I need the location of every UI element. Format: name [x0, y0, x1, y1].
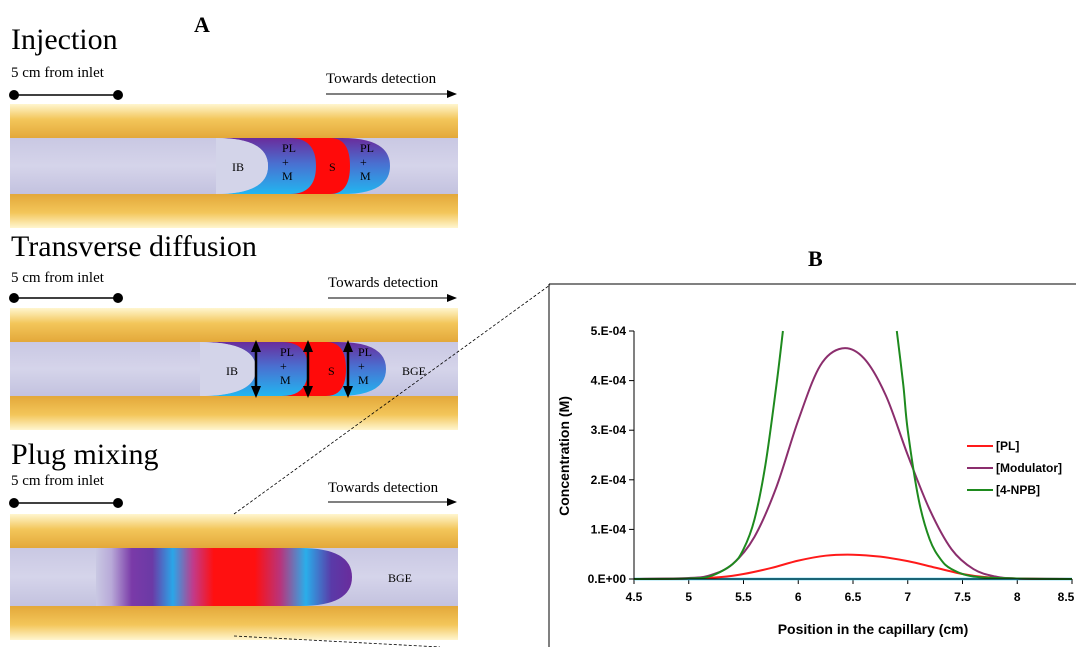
zone-label-pl-m-front: PL + M [358, 345, 372, 387]
ib-zone [200, 342, 256, 396]
distance-label: 5 cm from inlet [11, 270, 105, 286]
distance-marker [9, 90, 123, 100]
direction-label: Towards detection [328, 480, 439, 496]
y-axis-label: Concentration (M) [556, 396, 572, 516]
distance-marker [9, 293, 123, 303]
y-tick-label: 1.E-04 [591, 522, 627, 536]
x-tick-label: 7 [904, 590, 911, 604]
zone-label-bge: BGE [402, 364, 426, 378]
capillary-wall-bottom [10, 606, 458, 640]
stage-title: Injection [11, 23, 118, 56]
x-tick-label: 8 [1014, 590, 1021, 604]
legend-label: [4-NPB] [996, 483, 1040, 497]
legend-label: [Modulator] [996, 461, 1062, 475]
x-tick-label: 6 [795, 590, 802, 604]
series-line [895, 330, 1073, 580]
zone-label-pl-m: PL + M [282, 141, 296, 183]
zoom-connector-top [233, 284, 551, 515]
panel-a-label: A [194, 12, 210, 37]
x-tick-label: 6.5 [845, 590, 862, 604]
series-layer [633, 330, 1073, 581]
stage-title: Plug mixing [11, 438, 159, 471]
y-tick-label: 3.E-04 [591, 423, 627, 437]
stage-transverse-diffusion: Transverse diffusion 5 cm from inlet Tow… [9, 230, 458, 430]
zone-label-pl-m-front: PL + M [360, 141, 374, 183]
capillary-wall-top [10, 514, 458, 548]
ib-zone [216, 138, 268, 194]
capillary-wall-bottom [10, 194, 458, 228]
x-axis-ticks: 4.5 5 5.5 6 6.5 7 7.5 8 8.5 [626, 579, 1075, 604]
x-tick-label: 8.5 [1058, 590, 1075, 604]
x-tick-label: 4.5 [626, 590, 643, 604]
distance-label: 5 cm from inlet [11, 473, 105, 489]
sample-zone [290, 138, 350, 194]
zone-label-pl-m: PL + M [280, 345, 294, 387]
zone-label-bge: BGE [388, 571, 412, 585]
zone-label-ib: IB [226, 364, 238, 378]
capillary-wall-bottom [10, 396, 458, 430]
direction-label: Towards detection [326, 71, 437, 87]
zoom-connector-bottom [233, 635, 441, 647]
x-tick-label: 5.5 [735, 590, 752, 604]
concentration-chart: 0.E+00 1.E-04 2.E-04 3.E-04 4.E-04 5.E-04 4.5… [556, 324, 1075, 637]
stage-title: Transverse diffusion [11, 230, 257, 263]
mixed-plug-zone [96, 548, 352, 606]
distance-marker [9, 498, 123, 508]
chart-legend: [PL] [Modulator] [4-NPB] [967, 439, 1062, 497]
zone-label-ib: IB [232, 160, 244, 174]
zone-label-s: S [329, 160, 336, 174]
stage-injection: Injection 5 cm from inlet Towards detect… [9, 23, 458, 228]
x-tick-label: 7.5 [954, 590, 971, 604]
x-axis-label: Position in the capillary (cm) [778, 621, 969, 637]
x-tick-label: 5 [685, 590, 692, 604]
y-tick-label: 5.E-04 [591, 324, 627, 338]
stage-plug-mixing: Plug mixing 5 cm from inlet Towards dete… [9, 438, 458, 640]
sample-zone [282, 342, 346, 396]
panel-b-label: B [808, 246, 823, 271]
y-tick-label: 4.E-04 [591, 374, 627, 388]
y-axis-ticks: 0.E+00 1.E-04 2.E-04 3.E-04 4.E-04 5.E-04 [588, 324, 634, 586]
legend-label: [PL] [996, 439, 1019, 453]
series-line [633, 330, 784, 580]
distance-label: 5 cm from inlet [11, 65, 105, 81]
series-line [633, 553, 1073, 580]
y-tick-label: 0.E+00 [588, 572, 627, 586]
direction-label: Towards detection [328, 275, 439, 291]
y-tick-label: 2.E-04 [591, 473, 627, 487]
capillary-wall-top [10, 308, 458, 342]
zone-label-s: S [328, 364, 335, 378]
capillary-wall-top [10, 104, 458, 138]
